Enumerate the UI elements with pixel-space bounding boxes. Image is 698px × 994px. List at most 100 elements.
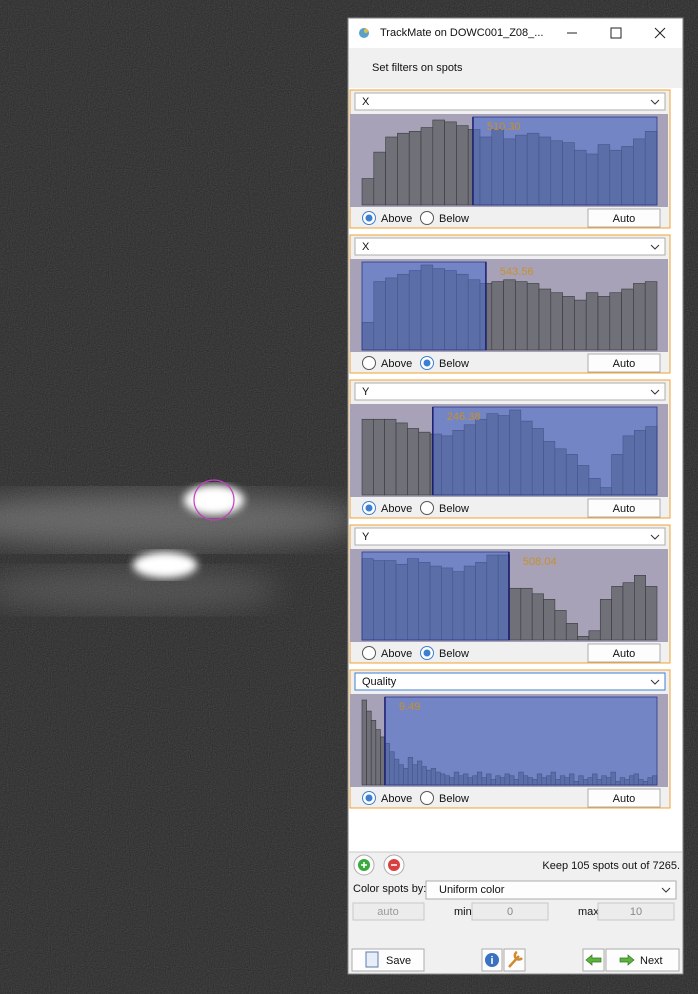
next-label: Next: [640, 955, 663, 967]
dropdown-arrow: [650, 389, 660, 395]
histogram-bar: [565, 623, 578, 641]
filter-list: X 510.30 Above Below Auto X 543.56 Above Below Au…: [349, 89, 671, 809]
histogram-bar: [384, 418, 397, 496]
histogram-bar: [373, 418, 385, 496]
histogram-bar: [526, 283, 540, 351]
min-value: 0: [507, 906, 513, 918]
radio-label: Below: [439, 213, 469, 225]
threshold-label: 9.49: [399, 701, 420, 713]
radio-label: Below: [439, 793, 469, 805]
histogram-bar: [444, 121, 457, 206]
save-label: Save: [386, 955, 411, 967]
histogram-bar: [370, 720, 377, 786]
histogram-bar: [633, 283, 646, 351]
histogram-bar: [644, 281, 658, 351]
histogram-bar: [634, 575, 646, 641]
histogram-bar: [418, 431, 431, 496]
auto-button[interactable]: [587, 788, 661, 808]
max-value: 10: [630, 906, 642, 918]
feature-label: Y: [362, 386, 370, 398]
radio-button[interactable]: [362, 646, 376, 660]
auto-button-label: Auto: [613, 648, 636, 660]
histogram-bar: [395, 422, 408, 496]
histogram-bar: [520, 587, 533, 641]
auto-button[interactable]: [587, 643, 661, 663]
histogram-bar: [385, 136, 398, 206]
histogram-bar: [361, 418, 374, 496]
histogram-bar: [420, 127, 434, 206]
threshold-label: 543.56: [500, 266, 534, 278]
next-button[interactable]: [605, 948, 680, 972]
radio-button[interactable]: [420, 501, 434, 515]
histogram-bar: [375, 729, 381, 786]
feature-dropdown[interactable]: [354, 527, 666, 546]
radio-button[interactable]: [362, 356, 376, 370]
auto-button[interactable]: [587, 498, 661, 518]
feature-label: Y: [362, 531, 370, 543]
radio-dot: [423, 649, 431, 657]
auto-button[interactable]: [587, 208, 661, 228]
histogram-bar: [515, 281, 528, 351]
auto-button-label: Auto: [613, 213, 636, 225]
kept-region: [384, 696, 658, 786]
maximize[interactable]: [610, 27, 622, 39]
feature-dropdown[interactable]: [354, 92, 666, 111]
keep-count: Keep 105 spots out of 7265.: [542, 860, 680, 872]
radio-label: Above: [381, 358, 412, 370]
dropdown-arrow: [650, 534, 660, 540]
histogram-bar: [361, 178, 375, 206]
histogram-bar: [509, 587, 522, 641]
histogram-bar: [456, 125, 469, 206]
radio-dot: [365, 794, 373, 802]
footer: Keep 105 spots out of 7265. Color spots …: [351, 854, 680, 972]
auto-button-label: Auto: [613, 358, 636, 370]
threshold-label: 246.38: [447, 411, 481, 423]
radio-label: Above: [381, 793, 412, 805]
histogram-bar: [550, 292, 563, 351]
min-field: [471, 902, 549, 921]
histogram-bar: [503, 279, 516, 351]
histogram-bar: [491, 281, 504, 351]
radio-label: Below: [439, 648, 469, 660]
max-label: max: [578, 906, 599, 918]
auto-button-label: Auto: [613, 793, 636, 805]
histogram-bar: [577, 636, 590, 641]
auto-button: [352, 902, 425, 921]
radio-label: Above: [381, 213, 412, 225]
dropdown-arrow: [650, 244, 660, 250]
histogram-bar: [543, 599, 556, 641]
histogram-bar: [609, 292, 622, 351]
radio-label: Below: [439, 503, 469, 515]
feature-label: Quality: [362, 676, 397, 688]
threshold-label: 510.30: [487, 121, 521, 133]
histogram-bar: [574, 299, 587, 351]
auto-label: auto: [377, 906, 398, 918]
histogram-bar: [361, 699, 367, 786]
radio-button[interactable]: [420, 211, 434, 225]
histogram-bar: [432, 119, 445, 206]
feature-dropdown[interactable]: [354, 382, 666, 401]
histogram-bar: [373, 151, 386, 206]
radio-button[interactable]: [420, 791, 434, 805]
histogram-bar: [538, 288, 552, 351]
histogram-bar: [645, 586, 658, 641]
histogram-bar: [597, 296, 611, 351]
kept-region: [361, 261, 487, 351]
dropdown-arrow: [650, 99, 660, 105]
auto-button[interactable]: [587, 353, 661, 373]
feature-dropdown[interactable]: [354, 672, 666, 691]
histogram-bar: [585, 292, 599, 351]
feature-dropdown[interactable]: [354, 237, 666, 256]
svg-text:i: i: [490, 955, 493, 967]
radio-label: Below: [439, 358, 469, 370]
radio-label: Above: [381, 503, 412, 515]
histogram-bar: [588, 630, 601, 641]
close[interactable]: [654, 27, 666, 39]
heading: Set filters on spots: [372, 62, 463, 74]
max-field: [597, 902, 675, 921]
kept-region: [432, 406, 658, 496]
color-by-dropdown[interactable]: [425, 880, 677, 900]
dropdown-arrow: [650, 679, 660, 685]
histogram-bar: [366, 710, 372, 786]
